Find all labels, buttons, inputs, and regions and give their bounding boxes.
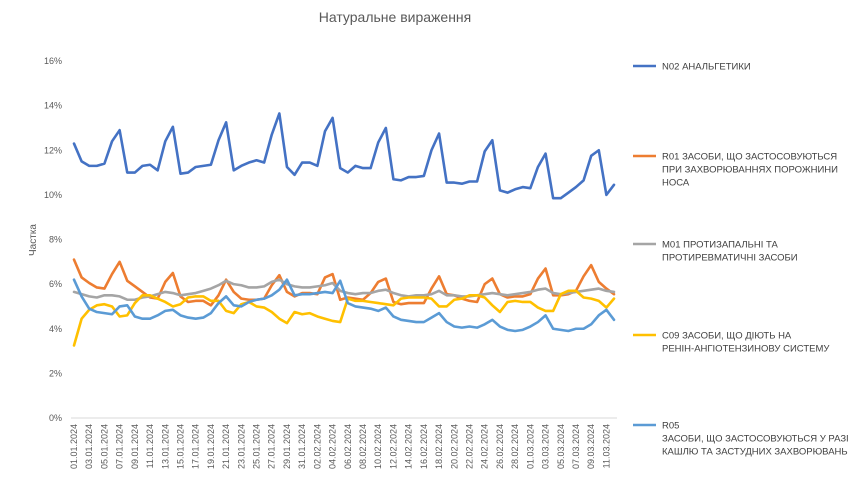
series-line-1 [72, 258, 616, 307]
chart-title: Натуральне вираження [319, 9, 471, 25]
x-tick-label: 07.03.2024 [571, 424, 581, 469]
x-tick-label: 05.03.2024 [556, 424, 566, 469]
x-tick-label: 11.01.2024 [145, 424, 155, 468]
x-tick-label: 26.02.2024 [495, 424, 505, 469]
x-tick-label: 11.03.2024 [601, 424, 611, 468]
x-tick-label: 13.01.2024 [160, 424, 170, 469]
x-tick-label: 19.01.2024 [206, 424, 216, 469]
x-tick-label: 03.03.2024 [541, 424, 551, 469]
x-tick-label: 09.01.2024 [130, 424, 140, 469]
x-tick-label: 15.01.2024 [175, 424, 185, 469]
y-axis-label: Частка [28, 224, 39, 256]
legend-label-1: R01 ЗАСОБИ, ЩО ЗАСТОСОВУЮТЬСЯ ПРИ ЗАХВОРЮ… [662, 152, 838, 189]
x-tick-label: 06.02.2024 [343, 424, 353, 469]
x-tick-label: 07.01.2024 [115, 424, 125, 469]
x-tick-label: 04.02.2024 [328, 424, 338, 469]
y-tick-label: 2% [49, 368, 62, 378]
legend-label-2: M01 ПРОТИЗАПАЛЬНІ ТА ПРОТИРЕВМАТИЧНІ ЗАСО… [662, 240, 798, 264]
x-tick-label: 16.02.2024 [419, 424, 429, 469]
x-tick-label: 03.01.2024 [84, 424, 94, 469]
x-tick-label: 01.03.2024 [525, 424, 535, 469]
x-axis-ticks: 01.01.2024 03.01.2024 05.01.2024 07.01.2024… [69, 424, 611, 469]
x-tick-label: 29.01.2024 [282, 424, 292, 469]
x-tick-label: 17.01.2024 [191, 424, 201, 469]
series-line-0 [72, 112, 616, 200]
legend-label-4: R05 ЗАСОБИ, ЩО ЗАСТОСОВУЮТЬСЯ У РАЗІ КАШЛЮ… [662, 421, 849, 458]
x-tick-label: 10.02.2024 [373, 424, 383, 469]
series-line-3 [72, 289, 616, 347]
x-tick-label: 24.02.2024 [480, 424, 490, 469]
y-tick-label: 14% [44, 101, 62, 111]
y-axis-ticks: 0% 2% 4% 6% 8% 10% 12% 14% 16% [44, 56, 62, 423]
y-tick-label: 4% [49, 324, 62, 334]
series-line-4 [72, 278, 616, 333]
legend-label-3: C09 ЗАСОБИ, ЩО ДІЮТЬ НА РЕНІН-АНГІОТЕНЗИН… [662, 331, 830, 355]
x-tick-label: 25.01.2024 [252, 424, 262, 469]
series-lines [72, 112, 616, 347]
x-tick-label: 12.02.2024 [388, 424, 398, 469]
x-tick-label: 14.02.2024 [404, 424, 414, 469]
y-tick-label: 10% [44, 190, 62, 200]
x-tick-label: 09.03.2024 [586, 424, 596, 469]
x-tick-label: 18.02.2024 [434, 424, 444, 469]
x-tick-label: 22.02.2024 [464, 424, 474, 469]
x-tick-label: 08.02.2024 [358, 424, 368, 469]
x-tick-label: 27.01.2024 [267, 424, 277, 469]
y-tick-label: 6% [49, 279, 62, 289]
x-tick-label: 23.01.2024 [236, 424, 246, 469]
x-tick-label: 05.01.2024 [99, 424, 109, 469]
x-tick-label: 20.02.2024 [449, 424, 459, 469]
x-tick-label: 31.01.2024 [297, 424, 307, 469]
y-tick-label: 16% [44, 56, 62, 66]
y-tick-label: 8% [49, 235, 62, 245]
legend-label-0: N02 АНАЛЬГЕТИКИ [662, 62, 751, 73]
legend: N02 АНАЛЬГЕТИКИ R01 ЗАСОБИ, ЩО ЗАСТОСОВУЮ… [633, 62, 849, 458]
x-tick-label: 21.01.2024 [221, 424, 231, 469]
x-tick-label: 01.01.2024 [69, 424, 79, 469]
y-tick-label: 0% [49, 413, 62, 423]
y-tick-label: 12% [44, 145, 62, 155]
x-tick-label: 02.02.2024 [312, 424, 322, 469]
x-tick-label: 28.02.2024 [510, 424, 520, 469]
